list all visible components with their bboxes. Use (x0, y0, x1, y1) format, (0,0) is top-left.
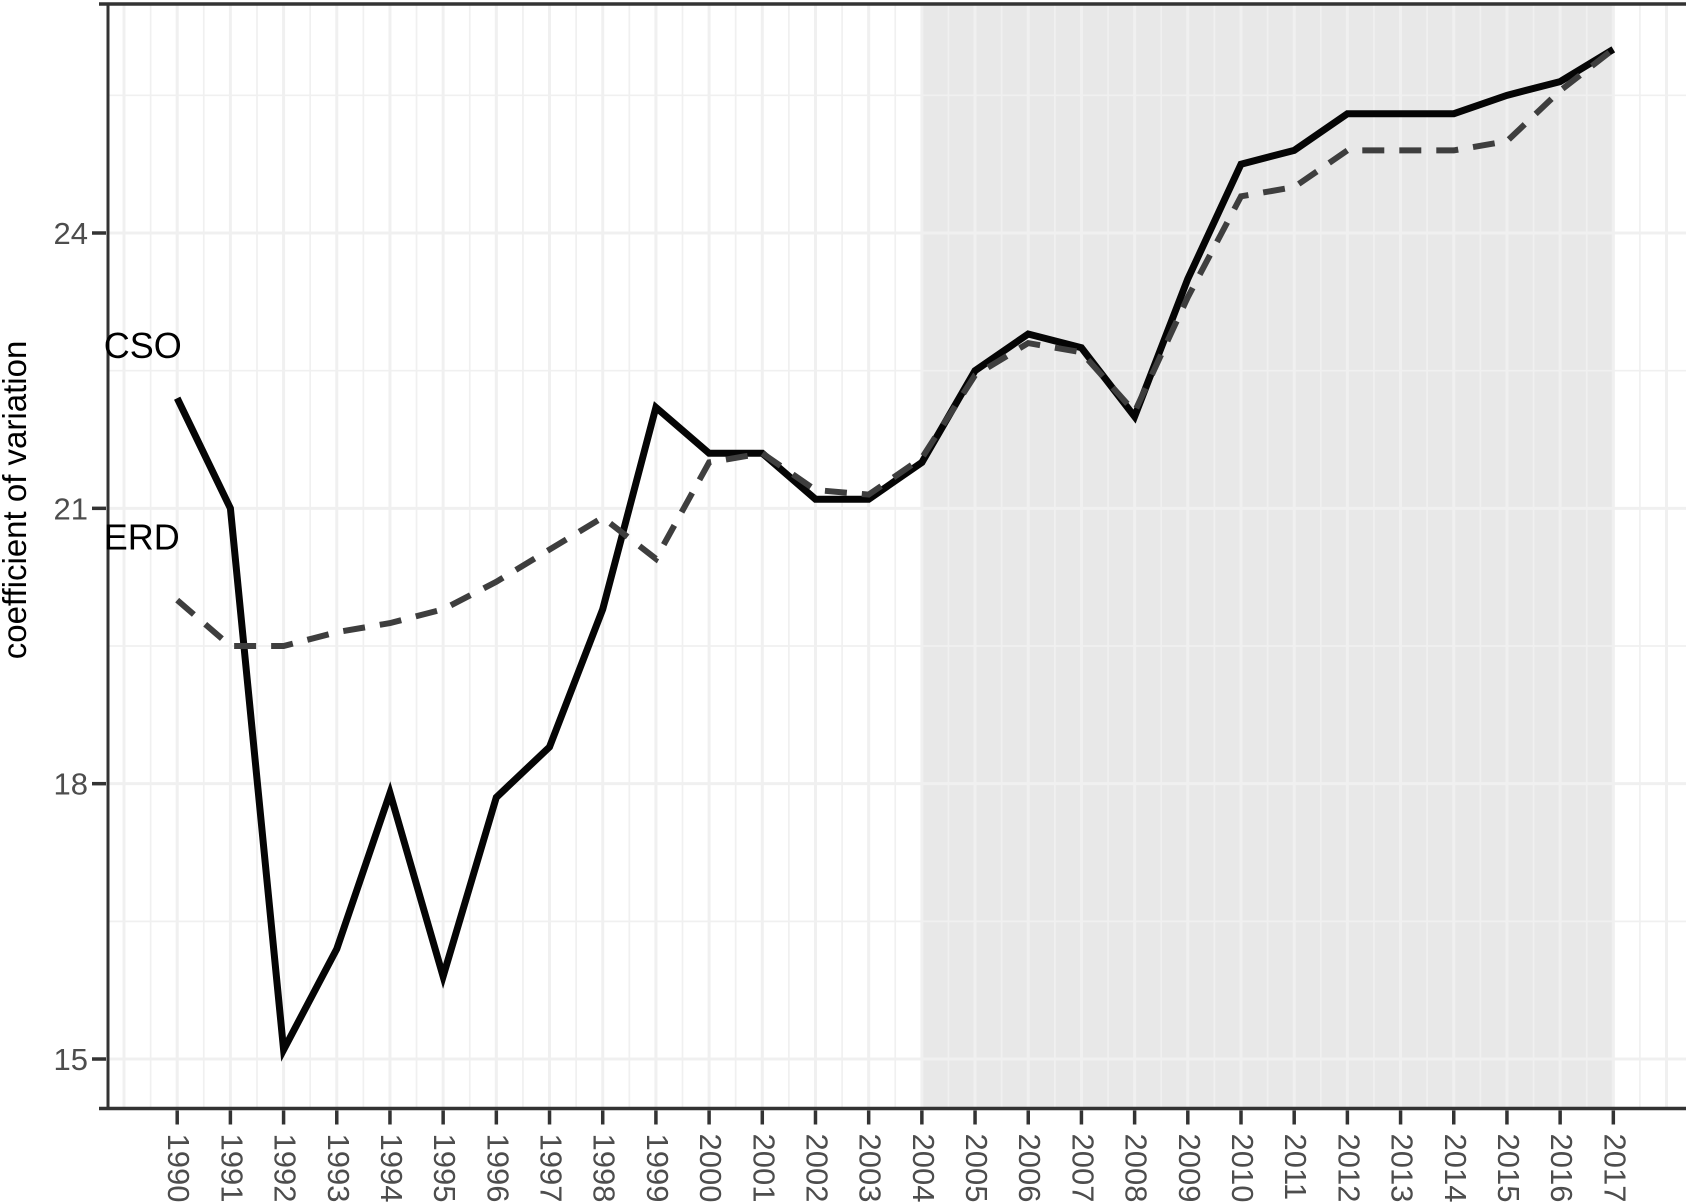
x-tick-label-2012: 2012 (1331, 1134, 1366, 1203)
x-tick-label-2008: 2008 (1119, 1134, 1154, 1203)
x-tick-label-2005: 2005 (959, 1134, 994, 1203)
x-tick-label-1990: 1990 (161, 1134, 196, 1203)
y-tick-label-24: 24 (54, 216, 88, 251)
x-tick-label-2006: 2006 (1012, 1134, 1047, 1203)
x-tick-label-1996: 1996 (480, 1134, 515, 1203)
y-tick-labels: 15 18 21 24 (54, 216, 88, 1077)
x-tick-label-1991: 1991 (214, 1134, 249, 1203)
x-tick-label-1997: 1997 (534, 1134, 569, 1203)
minor-gridlines (108, 4, 1686, 1108)
x-tick-label-2000: 2000 (693, 1134, 728, 1203)
x-tick-label-2014: 2014 (1438, 1134, 1473, 1203)
cso-line (174, 46, 1616, 1062)
major-gridlines (108, 4, 1686, 1108)
x-tick-label-1993: 1993 (321, 1134, 356, 1203)
panel-border (99, 2, 1686, 1111)
y-tick-label-21: 21 (54, 491, 88, 526)
x-tick-labels: 1990 1991 1992 1993 1994 1995 1996 1997 1998 1999… (161, 1134, 1632, 1203)
y-tick-label-18: 18 (54, 767, 88, 802)
axis-ticks (92, 231, 1616, 1125)
x-tick-label-2017: 2017 (1597, 1134, 1632, 1203)
y-axis-title: coefficient of variation (0, 341, 33, 660)
x-tick-label-2003: 2003 (853, 1134, 888, 1203)
y-tick-label-15: 15 (54, 1042, 88, 1077)
series-label-cso: CSO (104, 325, 182, 366)
x-tick-label-1992: 1992 (268, 1134, 303, 1203)
x-tick-label-1995: 1995 (427, 1134, 462, 1203)
x-tick-label-2016: 2016 (1544, 1134, 1579, 1203)
x-tick-label-2011: 2011 (1278, 1134, 1313, 1201)
x-tick-label-2007: 2007 (1065, 1134, 1100, 1203)
x-tick-label-2002: 2002 (799, 1134, 834, 1203)
x-tick-label-2013: 2013 (1385, 1134, 1420, 1203)
x-tick-label-1994: 1994 (374, 1134, 409, 1203)
x-tick-label-1998: 1998 (587, 1134, 622, 1203)
x-tick-label-1999: 1999 (640, 1134, 675, 1203)
x-tick-label-2009: 2009 (1172, 1134, 1207, 1203)
series-label-erd: ERD (104, 517, 180, 558)
x-tick-label-2010: 2010 (1225, 1134, 1260, 1203)
erd-line (175, 47, 1616, 649)
x-tick-label-2001: 2001 (746, 1134, 781, 1203)
x-tick-label-2004: 2004 (906, 1134, 941, 1203)
series-labels: CSO ERD (104, 325, 182, 558)
x-tick-label-2015: 2015 (1491, 1134, 1526, 1203)
